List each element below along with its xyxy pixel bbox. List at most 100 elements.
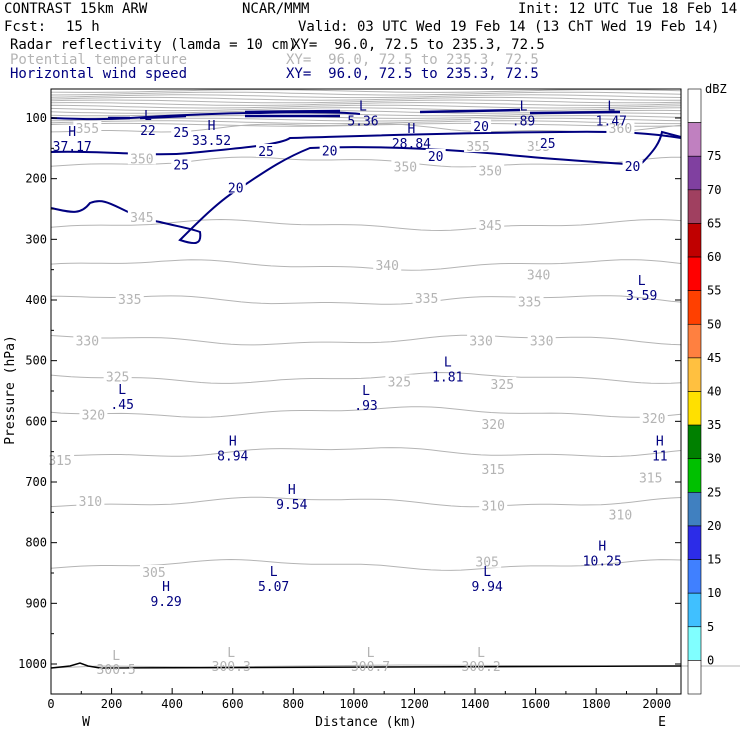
wind-extremum-value: 33.52: [192, 134, 231, 149]
theta-contour-345: [50, 218, 682, 232]
x-tick-label: 1600: [521, 697, 550, 711]
theta-label-bg: [606, 120, 635, 134]
x-axis-title: Distance (km): [315, 715, 417, 730]
colorbar-segment: [687, 525, 702, 560]
theta-label-bg: [412, 290, 441, 304]
wind-extremum-marker: H: [162, 580, 170, 595]
theta-contour-310: [50, 496, 682, 508]
wind-contour-line: [50, 130, 682, 156]
wind-extremum-marker: H: [229, 435, 237, 450]
theta-label: 330: [76, 334, 99, 349]
y-tick-label: 200: [25, 172, 47, 186]
wind-label: 25: [540, 137, 556, 152]
theta-label: 330: [469, 334, 492, 349]
x-tick-label: 400: [161, 697, 183, 711]
theta-label: 345: [130, 211, 153, 226]
colorbar-segment: [687, 458, 702, 493]
theta-label: 320: [481, 418, 504, 433]
theta-label: 310: [79, 495, 102, 510]
y-tick-label: 800: [25, 536, 47, 550]
theta-contour-340: [50, 259, 682, 271]
stratosphere-theta-line: [50, 94, 682, 99]
y-tick-label: 300: [25, 232, 47, 246]
wind-extremum-marker: L: [444, 356, 452, 371]
y-axis-title: Pressure (hPa): [3, 335, 18, 445]
wind-extremum-value: 22: [140, 124, 156, 139]
theta-label: 355: [76, 122, 99, 137]
theta-label: 305: [475, 556, 498, 571]
wind-extremum-value: 5.07: [258, 580, 289, 595]
wind-extremum-marker: L: [362, 384, 370, 399]
wind-extremum-value: 9.54: [276, 498, 307, 513]
wind-extremum-marker: L: [483, 565, 491, 580]
field-name-wind: Horizontal wind speed: [10, 66, 188, 82]
colorbar-segment: [687, 559, 702, 594]
wind-extremum-value: 9.94: [471, 580, 502, 595]
wind-core-line: [419, 108, 521, 114]
wind-label-bg: [319, 143, 340, 157]
wind-label: 25: [173, 126, 189, 141]
y-tick-label: 700: [25, 475, 47, 489]
wind-extremum-value: 5.36: [347, 115, 378, 130]
theta-label: 340: [375, 259, 398, 274]
stratosphere-theta-line: [50, 120, 681, 125]
wind-extremum-value: 8.94: [217, 450, 248, 465]
theta-label-bg: [391, 159, 420, 173]
forecast-label: Fcst:: [4, 19, 47, 35]
theta-label-bg: [527, 333, 556, 347]
wind-label: 20: [625, 160, 641, 175]
colorbar-tick-label: 30: [707, 452, 721, 466]
theta-label-bg: [385, 374, 414, 388]
theta-contour-350: [50, 156, 682, 168]
colorbar-tick-label: 45: [707, 351, 721, 365]
wind-extremum-marker: L: [270, 565, 278, 580]
stratosphere-theta-line: [50, 99, 682, 104]
theta-label-bg: [73, 333, 102, 347]
theta-label-bg: [479, 498, 508, 512]
theta-extremum-value: 300.3: [212, 660, 251, 675]
wind-label-bg: [171, 125, 192, 139]
wind-extremum-value: .45: [110, 398, 133, 413]
colorbar-segment: [687, 88, 702, 123]
theta-label: 315: [481, 463, 504, 478]
x-tick-label: 800: [282, 697, 304, 711]
colorbar-tick-label: 0: [707, 653, 714, 667]
wind-extremum-value: 1.47: [596, 115, 627, 130]
colorbar-tick-label: 65: [707, 216, 721, 230]
colorbar-tick-label: 60: [707, 250, 721, 264]
wind-extremum-value: 11: [652, 450, 668, 465]
theta-label: 310: [609, 508, 632, 523]
wind-label-bg: [256, 143, 277, 157]
stratosphere-theta-line: [50, 102, 682, 106]
theta-label-bg: [127, 151, 156, 165]
field-xy-theta: XY= 96.0, 72.5 to 235.3, 72.5: [286, 52, 539, 68]
colorbar-tick-label: 75: [707, 149, 721, 163]
wind-extremum-marker: L: [144, 109, 152, 124]
y-tick-label: 900: [25, 596, 47, 610]
theta-label-bg: [139, 565, 168, 578]
theta-contour-320: [50, 406, 682, 418]
theta-label-bg: [476, 163, 505, 177]
theta-extremum-marker: L: [112, 649, 120, 664]
theta-label-bg: [127, 210, 156, 224]
stratosphere-theta-line: [50, 91, 682, 96]
surface-theta-line: [50, 664, 740, 669]
wind-extremum-marker: H: [656, 435, 664, 450]
theta-label: 335: [118, 293, 141, 308]
theta-label: 325: [388, 376, 411, 391]
wind-label: 20: [428, 150, 444, 165]
theta-label: 355: [466, 140, 489, 155]
theta-label-bg: [79, 407, 108, 421]
theta-extremum-value: 300.5: [97, 663, 136, 678]
theta-contour-315: [50, 447, 682, 458]
colorbar-segment: [687, 492, 702, 527]
surface-line: [50, 662, 682, 669]
valid-time: Valid: 03 UTC Wed 19 Feb 14 (13 ChT Wed …: [298, 19, 720, 35]
theta-label: 320: [82, 408, 105, 423]
wind-extremum-marker: L: [359, 100, 367, 115]
field-name-theta: Potential temperature: [10, 52, 188, 68]
wind-label: 25: [173, 158, 189, 173]
theta-label-bg: [115, 292, 144, 305]
theta-label: 340: [527, 269, 550, 284]
wind-extremum-marker: L: [638, 274, 646, 289]
